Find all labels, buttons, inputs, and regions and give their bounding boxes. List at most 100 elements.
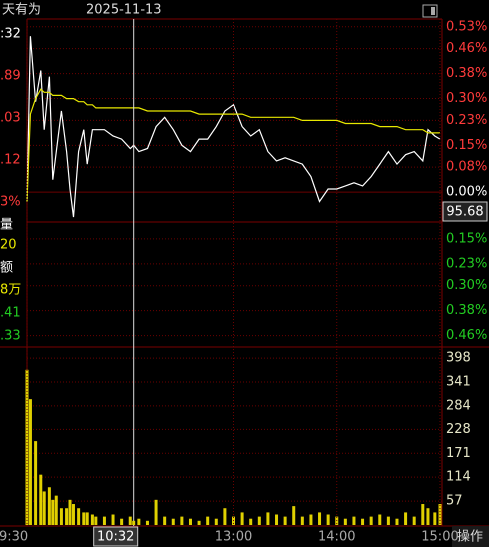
left-label: :32 — [0, 27, 21, 42]
left-label: .12 — [0, 153, 21, 168]
y-tick-label: 0.08% — [446, 160, 487, 175]
volume-bar — [120, 518, 124, 525]
volume-bar — [300, 516, 304, 525]
volume-bar — [214, 518, 218, 525]
volume-bar — [28, 399, 32, 525]
stock-name: 天有为 — [2, 3, 41, 18]
volume-bar — [39, 474, 43, 525]
volume-bar — [42, 491, 46, 525]
volume-bar — [85, 512, 89, 525]
date: 2025-11-13 — [86, 3, 162, 18]
volume-bar — [404, 512, 408, 525]
volume-bar — [275, 514, 279, 525]
cursor-box — [93, 526, 139, 547]
volume-bar — [128, 516, 132, 525]
volume-bar — [309, 514, 313, 525]
left-label: 8万 — [0, 283, 21, 298]
y-tick-label: 0.00% — [446, 185, 487, 200]
price-line — [26, 88, 440, 202]
volume-bar — [326, 514, 330, 525]
toggle-icon[interactable] — [422, 4, 438, 18]
volume-bar — [59, 508, 63, 525]
price-line — [26, 36, 441, 218]
volume-bar — [94, 516, 98, 525]
y-tick-label: 0.15% — [446, 138, 487, 153]
y-tick-label: 0.23% — [446, 256, 487, 271]
volume-bar — [369, 516, 373, 525]
y-tick-label: 0.30% — [446, 91, 487, 106]
volume-bar — [82, 512, 86, 525]
volume-bar — [137, 518, 141, 525]
left-label: 3% — [0, 195, 21, 210]
volume-bar — [145, 520, 149, 525]
volume-bar — [163, 516, 167, 525]
y-tick-label: 341 — [446, 374, 471, 389]
volume-bar — [266, 512, 270, 525]
y-tick-label: 398 — [446, 351, 471, 366]
volume-bar — [171, 518, 175, 525]
y-tick-label: 0.15% — [446, 231, 487, 246]
x-tick-label: 15:00 — [421, 530, 458, 545]
y-tick-label: 114 — [446, 470, 471, 485]
volume-bar — [421, 504, 425, 525]
volume-bar — [257, 516, 261, 525]
volume-bar — [132, 520, 136, 525]
volume-bar — [54, 495, 58, 525]
volume-bar — [77, 508, 81, 525]
y-tick-label: 0.53% — [446, 19, 487, 34]
volume-bar — [292, 506, 296, 525]
y-tick-label: 228 — [446, 422, 471, 437]
volume-bar — [283, 516, 287, 525]
volume-bar — [51, 499, 55, 525]
left-label: .33 — [0, 329, 21, 344]
volume-bar — [71, 504, 75, 525]
volume-bar — [386, 516, 390, 525]
cursor-label: 10:32 — [97, 530, 134, 545]
volume-bar — [223, 508, 227, 525]
left-label: .89 — [0, 69, 21, 84]
volume-bar — [426, 508, 430, 525]
volume-bar — [102, 516, 106, 525]
volume-bar — [90, 514, 94, 525]
y-tick-label: 0.23% — [446, 113, 487, 128]
volume-bar — [412, 516, 416, 525]
volume-bar — [318, 512, 322, 525]
y-tick-label: 0.46% — [446, 328, 487, 343]
volume-bar — [34, 441, 38, 525]
volume-bar — [378, 514, 382, 525]
y-tick-label: 0.38% — [446, 66, 487, 81]
volume-bar — [111, 514, 115, 525]
left-label: 20 — [0, 238, 17, 253]
left-label: .03 — [0, 111, 21, 126]
volume-bar — [68, 499, 72, 525]
x-tick-label: 13:00 — [215, 530, 252, 545]
left-label: .41 — [0, 306, 21, 321]
volume-bar — [197, 520, 201, 525]
volume-bar — [188, 518, 192, 525]
volume-bar — [361, 518, 365, 525]
volume-bar — [240, 512, 244, 525]
volume-bar — [395, 518, 399, 525]
volume-bar — [180, 516, 184, 525]
action-button[interactable] — [452, 526, 489, 547]
y-tick-label: 0.38% — [446, 303, 487, 318]
volume-bar — [433, 512, 437, 525]
y-tick-label: 284 — [446, 398, 471, 413]
action-button-label: 操作 — [457, 529, 483, 545]
price-box — [442, 201, 488, 222]
volume-bar — [249, 518, 253, 525]
y-tick-label: 0.46% — [446, 41, 487, 56]
price-label: 95.68 — [446, 205, 483, 220]
y-tick-label: 0.30% — [446, 278, 487, 293]
left-label: 额 — [0, 261, 13, 276]
left-label: 量 — [0, 218, 13, 233]
toggle-icon-inner — [431, 7, 435, 15]
volume-bar — [25, 369, 29, 525]
x-tick-label: 9:30 — [0, 530, 28, 545]
volume-bar — [47, 487, 51, 525]
y-tick-label: 171 — [446, 446, 471, 461]
x-tick-label: 14:00 — [318, 530, 355, 545]
volume-bar — [154, 499, 158, 525]
